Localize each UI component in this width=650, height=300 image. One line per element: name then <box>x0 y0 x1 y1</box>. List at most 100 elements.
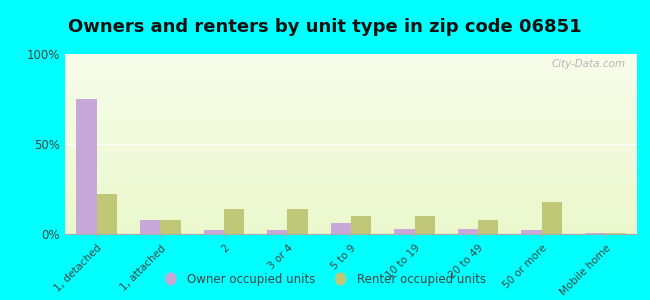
Bar <box>65 158 637 159</box>
Bar <box>65 88 637 89</box>
Bar <box>65 150 637 151</box>
Bar <box>65 63 637 64</box>
Bar <box>65 94 637 95</box>
Bar <box>65 208 637 209</box>
Bar <box>65 174 637 175</box>
Bar <box>267 230 287 234</box>
Bar <box>65 215 637 216</box>
Bar <box>65 120 637 121</box>
Bar <box>65 122 637 123</box>
Bar <box>65 104 637 105</box>
Bar <box>65 225 637 226</box>
Bar <box>65 188 637 189</box>
Bar <box>65 147 637 148</box>
Bar <box>65 130 637 131</box>
Bar <box>65 100 637 101</box>
Bar <box>65 56 637 57</box>
Bar <box>65 134 637 135</box>
Bar <box>65 209 637 210</box>
Bar <box>65 176 637 177</box>
Bar <box>65 85 637 86</box>
Bar <box>65 151 637 152</box>
Bar <box>65 68 637 69</box>
Bar <box>65 87 637 88</box>
Bar <box>65 70 637 71</box>
Bar <box>65 186 637 187</box>
Bar <box>65 105 637 106</box>
Bar <box>65 216 637 217</box>
Bar <box>65 164 637 165</box>
Bar <box>65 66 637 67</box>
Bar <box>65 143 637 144</box>
Bar <box>65 103 637 104</box>
Bar <box>65 127 637 128</box>
Bar <box>97 194 117 234</box>
Bar <box>65 224 637 225</box>
Bar <box>65 185 637 186</box>
Bar <box>65 153 637 154</box>
Bar <box>65 212 637 213</box>
Bar <box>287 209 308 234</box>
Bar <box>65 211 637 212</box>
Bar <box>65 145 637 146</box>
Bar <box>77 99 97 234</box>
Bar <box>65 202 637 203</box>
Bar <box>65 183 637 184</box>
Bar <box>65 163 637 164</box>
Bar <box>65 74 637 75</box>
Bar <box>415 216 435 234</box>
Bar <box>478 220 499 234</box>
Bar <box>65 54 637 55</box>
Bar <box>65 191 637 192</box>
Bar <box>65 166 637 167</box>
Bar <box>65 90 637 91</box>
Bar <box>65 138 637 139</box>
Bar <box>65 73 637 74</box>
Bar <box>65 117 637 118</box>
Bar <box>65 98 637 99</box>
Bar <box>65 101 637 102</box>
Bar <box>65 170 637 171</box>
Bar <box>65 228 637 229</box>
Bar <box>65 102 637 103</box>
Bar <box>65 139 637 140</box>
Bar <box>65 172 637 173</box>
Bar <box>65 206 637 207</box>
Bar <box>65 131 637 132</box>
Bar <box>65 84 637 85</box>
Bar <box>65 197 637 198</box>
Bar <box>65 189 637 190</box>
Bar <box>65 86 637 87</box>
Bar <box>65 135 637 136</box>
Bar <box>65 180 637 181</box>
Bar <box>65 219 637 220</box>
Bar <box>65 221 637 222</box>
Bar <box>65 210 637 211</box>
Bar <box>65 148 637 149</box>
Bar <box>65 137 637 138</box>
Bar <box>65 58 637 59</box>
Bar <box>65 132 637 133</box>
Bar <box>65 118 637 119</box>
Bar <box>65 204 637 205</box>
Bar <box>65 165 637 166</box>
Bar <box>161 220 181 234</box>
Bar <box>65 173 637 174</box>
Bar <box>65 213 637 214</box>
Bar <box>65 160 637 161</box>
Bar <box>65 187 637 188</box>
Bar <box>65 57 637 58</box>
Bar <box>65 199 637 200</box>
Bar <box>65 82 637 83</box>
Bar <box>65 64 637 65</box>
Bar <box>458 229 478 234</box>
Bar <box>65 83 637 84</box>
Bar <box>65 109 637 110</box>
Bar <box>65 196 637 197</box>
Bar <box>65 69 637 70</box>
Bar <box>65 141 637 142</box>
Bar <box>331 223 351 234</box>
Bar <box>65 149 637 150</box>
Bar <box>65 223 637 224</box>
Bar <box>65 71 637 72</box>
